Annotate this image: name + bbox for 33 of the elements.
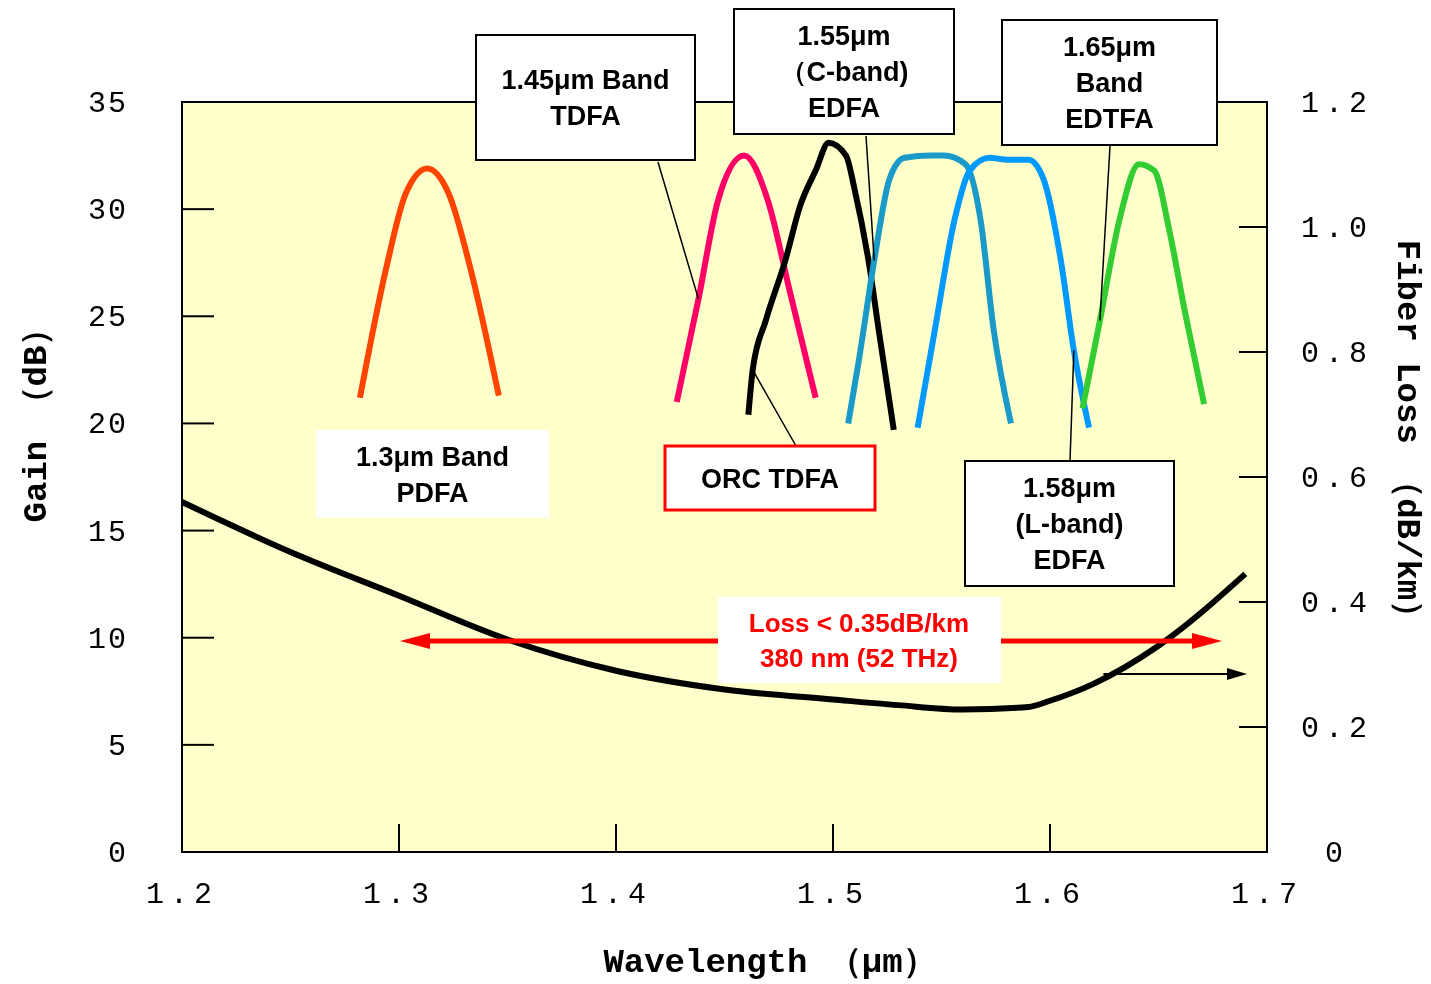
y-tick-label: 0 — [107, 837, 128, 871]
series-label: 1.55μm （C-band) EDFA — [779, 21, 909, 124]
series-label: 1.65μm Band EDTFA — [1062, 32, 1157, 135]
x-tick-label: 1.7 — [1230, 878, 1304, 912]
text: ORC TDFA — [701, 463, 839, 494]
y2-tick-label: 0 — [1324, 837, 1350, 871]
y2-tick-label: 1.0 — [1300, 212, 1374, 246]
x-tick-label: 1.4 — [579, 878, 653, 912]
y-tick-label: 35 — [87, 87, 128, 121]
callout-box: 1.65μm Band EDTFA — [1001, 19, 1218, 322]
annotation: Loss < 0.35dB/km 380 nm (52 THz) — [748, 608, 970, 673]
series-label: 1.3μm Band PDFA — [355, 441, 510, 508]
y-tick-label: 5 — [107, 729, 128, 764]
y-tick-label: 25 — [87, 301, 128, 336]
callout-box: 1.45μm Band TDFA — [475, 34, 700, 300]
callout-box: ORC TDFA — [663, 369, 877, 512]
x-tick-label: 1.6 — [1013, 878, 1087, 912]
y2-tick-label: 0.4 — [1300, 587, 1374, 621]
y2-tick-label: 1.2 — [1300, 87, 1374, 121]
x-tick-label: 1.2 — [145, 878, 219, 912]
y2-tick-label: 0.6 — [1300, 462, 1374, 496]
y2-tick-label: 0.8 — [1300, 337, 1374, 371]
y2-axis-title: Fiber Loss （dB/km） — [1388, 239, 1426, 635]
y2-tick-label: 0.2 — [1300, 712, 1374, 746]
x-tick-label: 1.5 — [796, 878, 870, 912]
x-tick-label: 1.3 — [362, 878, 436, 912]
y-axis-title: Gain （dB） — [18, 311, 56, 523]
callout-box: 1.3μm Band PDFA — [316, 430, 549, 518]
y-tick-label: 15 — [87, 515, 128, 550]
x-axis-title: Wavelength （μm） — [603, 944, 937, 982]
y-tick-label: 10 — [87, 622, 128, 657]
y-tick-label: 30 — [87, 194, 128, 229]
y-tick-label: 20 — [87, 408, 128, 443]
